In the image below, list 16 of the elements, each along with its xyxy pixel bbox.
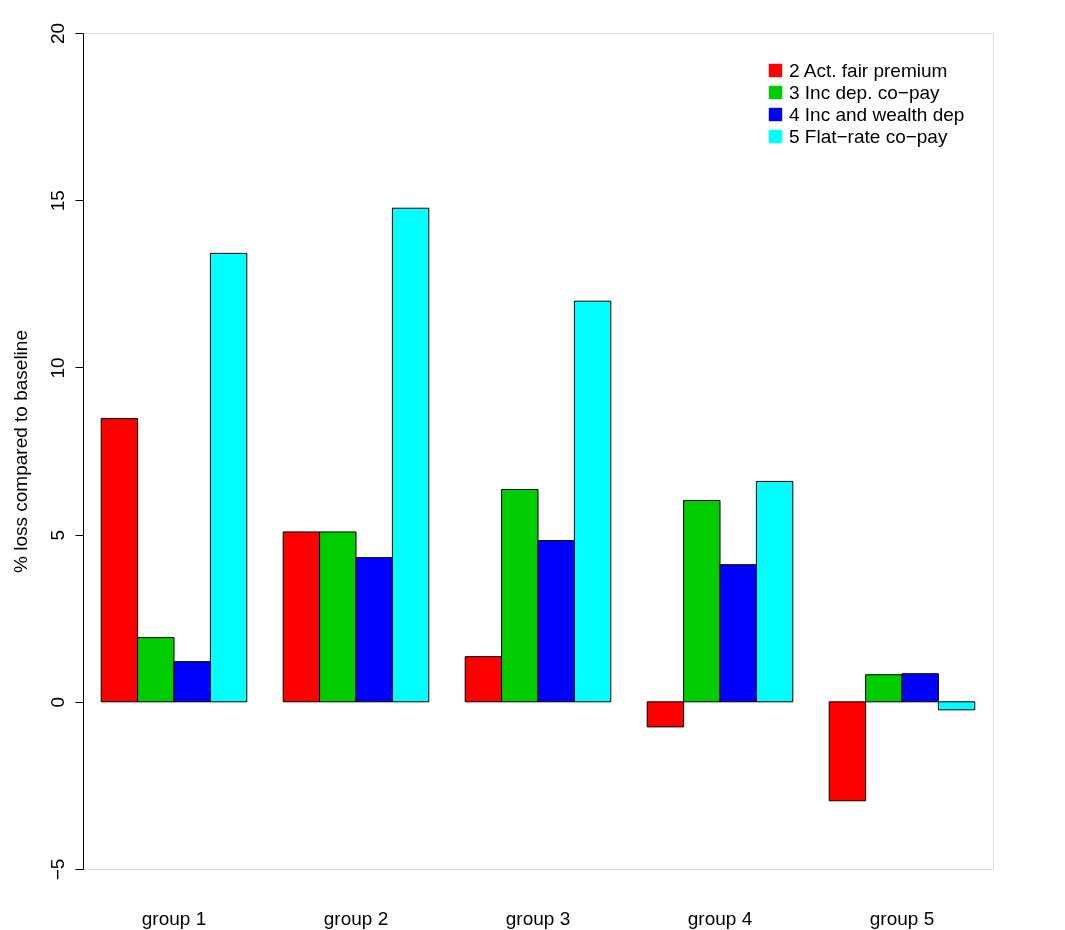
x-tick-label: group 3 (505, 907, 571, 929)
legend-label: 5 Flat−rate co−pay (789, 125, 948, 147)
x-tick-label: group 2 (323, 907, 389, 929)
y-tick-label: 20 (46, 22, 68, 45)
x-tick-label: group 1 (141, 907, 207, 929)
y-tick-label: 5 (46, 529, 68, 541)
y-tick-label: 10 (46, 357, 68, 379)
y-tick-label: −5 (46, 858, 68, 881)
legend-label: 2 Act. fair premium (789, 59, 948, 81)
y-tick-label: 15 (46, 190, 68, 212)
legend-label: 3 Inc dep. co−pay (789, 81, 941, 103)
x-tick-label: group 4 (687, 907, 753, 929)
x-tick-label: group 5 (869, 907, 935, 929)
legend-label: 4 Inc and wealth dep (789, 103, 965, 125)
y-tick-label: 0 (46, 697, 68, 708)
y-axis-title: % loss compared to baseline (9, 330, 31, 573)
